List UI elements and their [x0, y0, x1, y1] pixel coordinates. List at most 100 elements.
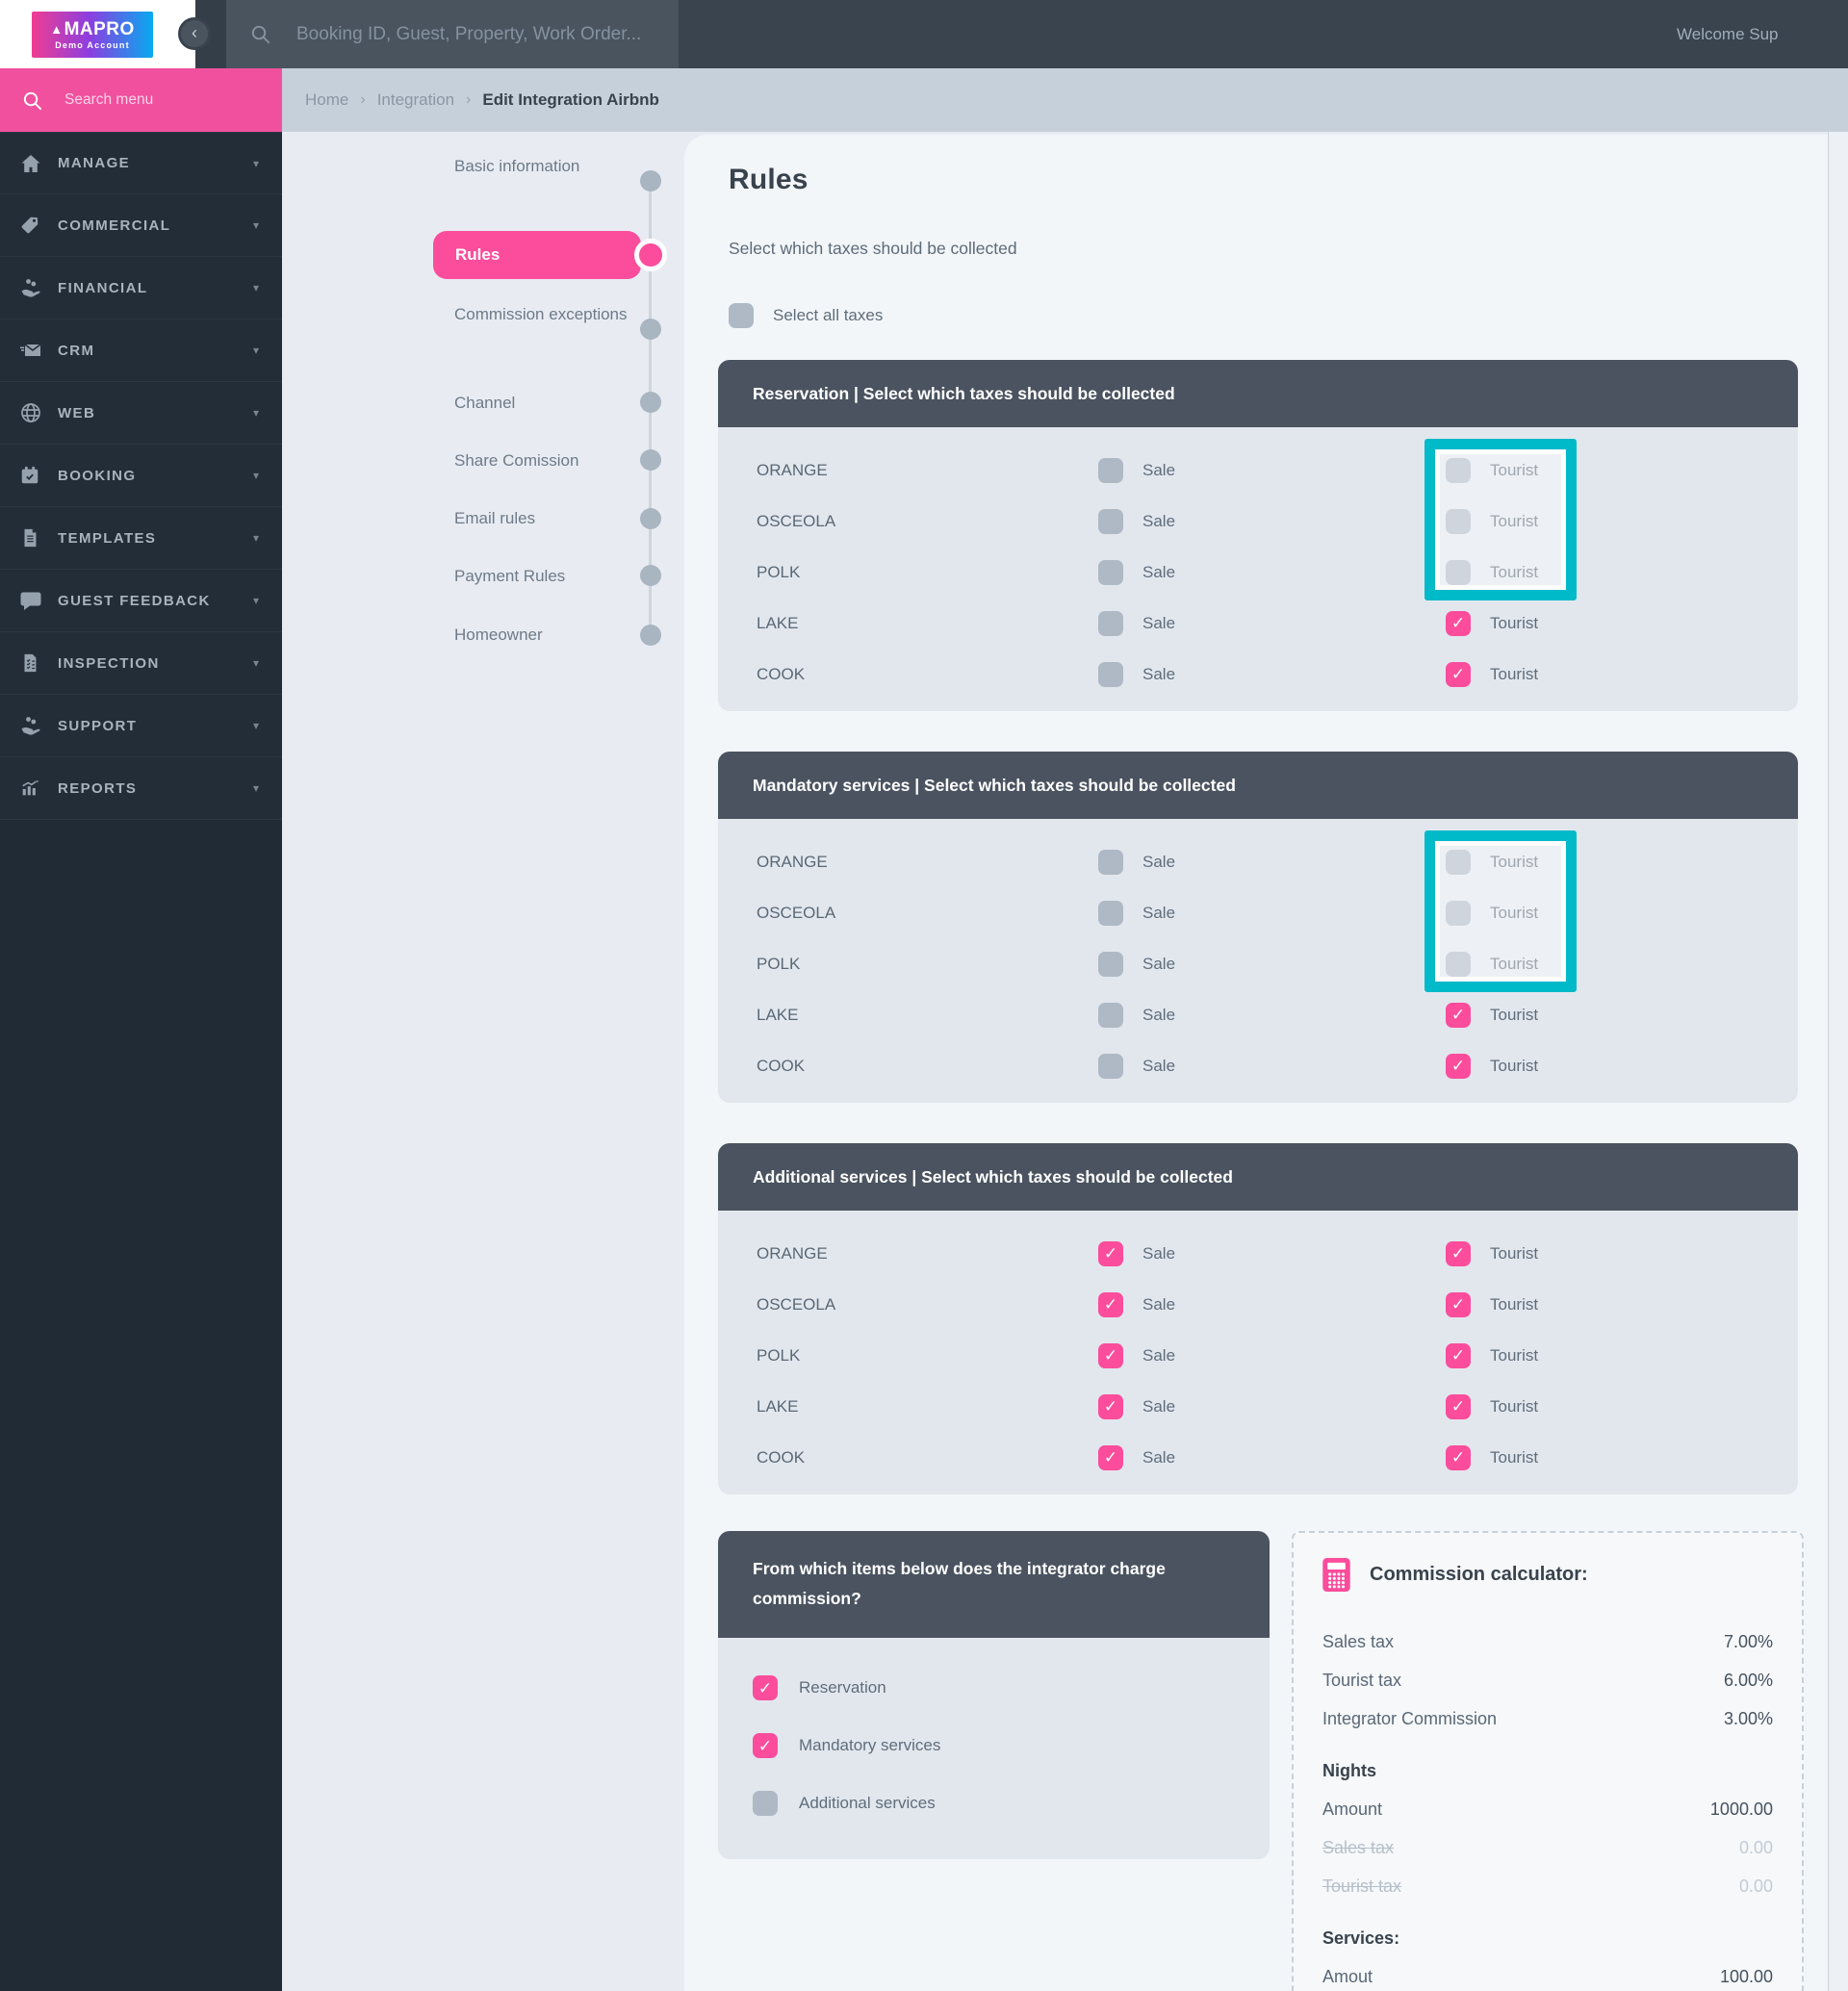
- panel-body: ORANGE✓Sale✓TouristOSCEOLA✓Sale✓TouristP…: [718, 819, 1798, 1103]
- checkbox-sale-osceola[interactable]: ✓: [1098, 508, 1123, 534]
- sale-cell: ✓ Sale: [1098, 457, 1446, 483]
- sidebar-item-label: COMMERCIAL: [58, 217, 171, 234]
- sidebar-item-guest-feedback[interactable]: GUEST FEEDBACK ▾: [0, 570, 282, 632]
- checkbox-sale-polk[interactable]: ✓: [1098, 559, 1123, 585]
- step-item-commission-exceptions[interactable]: Commission exceptions: [454, 305, 628, 323]
- option-label: Mandatory services: [799, 1736, 941, 1754]
- tourist-cell: ✓ Tourist: [1446, 1053, 1538, 1079]
- sidebar-collapse-button[interactable]: ‹: [178, 17, 211, 50]
- checkbox-tourist-polk[interactable]: ✓: [1446, 1342, 1471, 1368]
- checkbox-tourist-polk[interactable]: ✓: [1446, 951, 1471, 977]
- checkbox-tourist-orange[interactable]: ✓: [1446, 849, 1471, 875]
- checkbox-sale-polk[interactable]: ✓: [1098, 951, 1123, 977]
- checkbox-tourist-lake[interactable]: ✓: [1446, 610, 1471, 636]
- checkbox-tourist-cook[interactable]: ✓: [1446, 1053, 1471, 1079]
- chevron-down-icon: ▾: [252, 344, 259, 357]
- tourist-label: Tourist: [1490, 1396, 1539, 1416]
- check-icon: ✓: [1103, 1244, 1118, 1263]
- checkbox-tourist-osceola[interactable]: ✓: [1446, 508, 1471, 534]
- checkbox-sale-cook[interactable]: ✓: [1098, 661, 1123, 687]
- checkbox-sale-osceola[interactable]: ✓: [1098, 900, 1123, 926]
- hand-coins-icon: [19, 276, 46, 299]
- sidebar-item-booking[interactable]: BOOKING ▾: [0, 445, 282, 507]
- welcome-text: Welcome Sup: [1677, 24, 1779, 43]
- select-all-taxes-checkbox[interactable]: ✓: [729, 303, 754, 328]
- step-dot-email-rules: [640, 508, 661, 529]
- sale-cell: ✓ Sale: [1098, 900, 1446, 926]
- document-icon: [19, 527, 46, 549]
- checkbox-sale-orange[interactable]: ✓: [1098, 457, 1123, 483]
- sale-label: Sale: [1142, 1447, 1176, 1467]
- checkbox-sale-polk[interactable]: ✓: [1098, 1342, 1123, 1368]
- sale-label: Sale: [1142, 1396, 1176, 1416]
- checkbox-sale-orange[interactable]: ✓: [1098, 849, 1123, 875]
- step-item-email-rules[interactable]: Email rules: [454, 509, 536, 527]
- sale-cell: ✓ Sale: [1098, 1002, 1446, 1028]
- sidebar-item-support[interactable]: SUPPORT ▾: [0, 695, 282, 757]
- chevron-down-icon: ▾: [252, 406, 259, 420]
- checkbox-additional-services[interactable]: ✓: [753, 1791, 778, 1816]
- checkbox-tourist-cook[interactable]: ✓: [1446, 661, 1471, 687]
- checkbox-tourist-lake[interactable]: ✓: [1446, 1393, 1471, 1419]
- step-item-share-comission[interactable]: Share Comission: [454, 451, 579, 470]
- checkbox-mandatory-services[interactable]: ✓: [753, 1733, 778, 1758]
- calculator-title-row: Commission calculator:: [1322, 1558, 1773, 1592]
- tax-panels: Reservation | Select which taxes should …: [684, 360, 1828, 1494]
- breadcrumb-current: Edit Integration Airbnb: [482, 90, 659, 109]
- calculator-row-sales-tax: Sales tax 0.00: [1322, 1828, 1773, 1867]
- scrollbar-track[interactable]: [1828, 132, 1848, 1991]
- step-item-homeowner[interactable]: Homeowner: [454, 625, 543, 644]
- breadcrumb-home[interactable]: Home: [305, 90, 349, 109]
- sale-cell: ✓ Sale: [1098, 1240, 1446, 1266]
- sidebar-item-templates[interactable]: TEMPLATES ▾: [0, 507, 282, 570]
- tourist-cell: ✓ Tourist: [1446, 1342, 1538, 1368]
- menu-search-input[interactable]: [64, 91, 247, 109]
- tourist-cell: ✓ Tourist: [1446, 1393, 1539, 1419]
- global-search-input[interactable]: [296, 23, 662, 45]
- step-item-rules[interactable]: Rules: [433, 231, 641, 279]
- checkbox-tourist-osceola[interactable]: ✓: [1446, 900, 1471, 926]
- sidebar-item-manage[interactable]: MANAGE ▾: [0, 132, 282, 194]
- tourist-cell: ✓ Tourist: [1446, 661, 1538, 687]
- commission-option-reservation: ✓ Reservation: [753, 1659, 1270, 1717]
- sidebar-item-crm[interactable]: CRM ▾: [0, 319, 282, 382]
- checkbox-sale-osceola[interactable]: ✓: [1098, 1291, 1123, 1317]
- checkbox-sale-cook[interactable]: ✓: [1098, 1053, 1123, 1079]
- checkbox-tourist-osceola[interactable]: ✓: [1446, 1291, 1471, 1317]
- calc-row-value: 1000.00: [1709, 1799, 1773, 1819]
- sale-label: Sale: [1142, 1345, 1176, 1365]
- checkbox-tourist-orange[interactable]: ✓: [1446, 1240, 1471, 1266]
- step-item-basic-information[interactable]: Basic information: [454, 157, 580, 175]
- calculator-body: Sales tax 7.00% Tourist tax 6.00% Integrator…: [1322, 1622, 1773, 1991]
- clipboard-icon: [19, 652, 46, 674]
- sidebar-item-commercial[interactable]: COMMERCIAL ▾: [0, 194, 282, 257]
- sidebar-item-reports[interactable]: REPORTS ▾: [0, 757, 282, 820]
- county-label: COOK: [757, 1056, 806, 1075]
- calc-row-label: Tourist tax: [1322, 1670, 1402, 1690]
- step-item-channel[interactable]: Channel: [454, 394, 516, 412]
- checkbox-tourist-cook[interactable]: ✓: [1446, 1444, 1471, 1470]
- app-logo[interactable]: ▲ MAPRO Demo Account: [32, 12, 153, 58]
- page-subtitle: Select which taxes should be collected: [729, 239, 1017, 258]
- sale-cell: ✓ Sale: [1098, 1444, 1446, 1470]
- checkbox-tourist-orange[interactable]: ✓: [1446, 457, 1471, 483]
- breadcrumb-integration[interactable]: Integration: [376, 90, 455, 109]
- checkbox-tourist-polk[interactable]: ✓: [1446, 559, 1471, 585]
- checkbox-sale-lake[interactable]: ✓: [1098, 1393, 1123, 1419]
- checkbox-sale-lake[interactable]: ✓: [1098, 1002, 1123, 1028]
- sidebar-item-inspection[interactable]: INSPECTION ▾: [0, 632, 282, 695]
- checkbox-sale-orange[interactable]: ✓: [1098, 1240, 1123, 1266]
- tourist-cell: ✓ Tourist: [1446, 1240, 1538, 1266]
- sidebar-item-web[interactable]: WEB ▾: [0, 382, 282, 445]
- logo-area: ▲ MAPRO Demo Account: [0, 0, 195, 68]
- checkbox-sale-lake[interactable]: ✓: [1098, 610, 1123, 636]
- sidebar-item-financial[interactable]: FINANCIAL ▾: [0, 257, 282, 319]
- checkbox-reservation[interactable]: ✓: [753, 1675, 778, 1700]
- checkbox-sale-cook[interactable]: ✓: [1098, 1444, 1123, 1470]
- sale-cell: ✓ Sale: [1098, 559, 1446, 585]
- step-item-payment-rules[interactable]: Payment Rules: [454, 567, 566, 585]
- table-row: POLK ✓ Sale ✓ Tourist: [718, 938, 1798, 989]
- checkbox-tourist-lake[interactable]: ✓: [1446, 1002, 1471, 1028]
- tourist-cell: ✓ Tourist: [1446, 1444, 1538, 1470]
- tourist-cell: ✓ Tourist: [1446, 457, 1538, 483]
